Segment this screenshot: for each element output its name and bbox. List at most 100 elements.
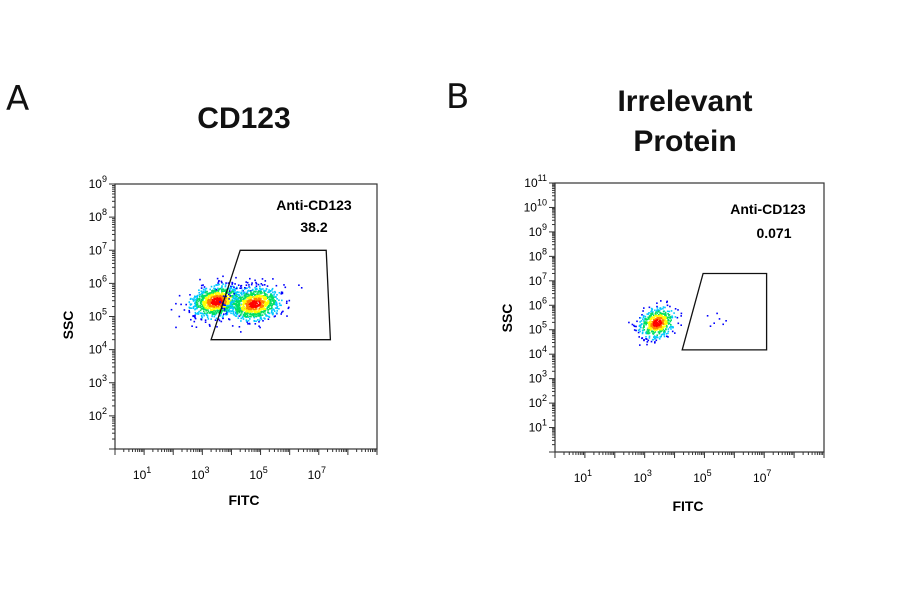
event-dot bbox=[246, 321, 248, 323]
event-dot bbox=[204, 291, 207, 294]
event-dot bbox=[257, 299, 259, 302]
event-dot bbox=[660, 313, 663, 316]
event-dot bbox=[648, 323, 651, 326]
event-dot bbox=[230, 310, 233, 312]
event-dot bbox=[251, 299, 253, 301]
event-dot bbox=[255, 302, 257, 305]
event-dot bbox=[644, 322, 646, 325]
event-dot bbox=[223, 309, 226, 311]
event-dot bbox=[273, 296, 275, 299]
event-dot bbox=[250, 302, 252, 305]
event-dot bbox=[668, 326, 671, 329]
event-dot bbox=[213, 315, 216, 318]
event-dot bbox=[204, 294, 207, 297]
event-dot bbox=[233, 293, 236, 295]
event-dot bbox=[282, 310, 284, 313]
event-dot bbox=[264, 293, 267, 295]
event-dot bbox=[263, 298, 266, 301]
event-dot bbox=[218, 311, 220, 314]
event-dot bbox=[204, 319, 207, 321]
event-dot bbox=[664, 322, 666, 325]
event-dot bbox=[196, 313, 199, 315]
event-dot bbox=[200, 318, 202, 320]
event-dot bbox=[229, 303, 232, 305]
event-dot bbox=[656, 317, 659, 319]
event-dot bbox=[647, 339, 650, 342]
event-dot bbox=[208, 312, 210, 314]
event-dot bbox=[288, 306, 290, 309]
event-dot bbox=[222, 295, 225, 297]
event-dot bbox=[196, 296, 199, 298]
event-dot bbox=[255, 296, 258, 299]
event-dot bbox=[208, 306, 211, 308]
event-dot bbox=[264, 293, 266, 295]
event-dot bbox=[251, 282, 253, 284]
event-dot bbox=[656, 305, 658, 308]
event-dot bbox=[225, 305, 228, 307]
event-dot bbox=[204, 288, 207, 290]
event-dot bbox=[264, 280, 267, 282]
event-dot bbox=[238, 297, 240, 299]
event-dot bbox=[224, 302, 227, 305]
event-dot bbox=[205, 306, 208, 308]
event-dot bbox=[230, 312, 232, 315]
event-dot bbox=[205, 314, 208, 316]
event-dot bbox=[273, 295, 275, 297]
event-dot bbox=[245, 293, 248, 295]
event-dot bbox=[667, 318, 670, 321]
event-dot bbox=[258, 310, 261, 313]
event-dot bbox=[251, 296, 254, 298]
event-dot bbox=[212, 294, 214, 297]
event-dot bbox=[642, 318, 644, 320]
event-dot bbox=[280, 304, 282, 307]
event-dot bbox=[648, 318, 650, 320]
event-dot bbox=[248, 284, 250, 286]
event-dot bbox=[194, 308, 196, 311]
event-dot bbox=[654, 337, 657, 339]
event-dot bbox=[672, 326, 674, 328]
x-tick-label: 105 bbox=[249, 465, 267, 482]
y-tick-label: 107 bbox=[529, 271, 547, 288]
event-dot bbox=[222, 303, 225, 305]
event-dot bbox=[248, 322, 251, 325]
event-dot bbox=[248, 306, 251, 309]
event-dot bbox=[216, 300, 218, 302]
event-dot bbox=[645, 336, 647, 338]
event-dot bbox=[241, 307, 243, 309]
event-dot bbox=[247, 319, 250, 322]
event-dot bbox=[649, 329, 652, 331]
event-dot bbox=[257, 291, 259, 294]
x-tick-label: 101 bbox=[574, 468, 592, 485]
event-dot bbox=[659, 314, 661, 316]
event-dot bbox=[202, 291, 205, 294]
event-dot bbox=[659, 311, 661, 314]
event-dot bbox=[245, 284, 248, 286]
event-dot bbox=[652, 314, 655, 317]
event-dot bbox=[217, 302, 220, 304]
event-dot bbox=[240, 291, 243, 294]
event-dot bbox=[648, 329, 651, 331]
event-dot bbox=[238, 326, 241, 328]
event-dot bbox=[229, 288, 231, 290]
chart-b-events bbox=[628, 300, 727, 346]
event-dot bbox=[214, 297, 217, 299]
event-dot bbox=[259, 306, 262, 308]
event-dot bbox=[215, 311, 217, 314]
event-dot bbox=[646, 343, 648, 346]
event-dot bbox=[677, 309, 679, 311]
event-dot bbox=[252, 315, 255, 318]
event-dot bbox=[662, 328, 664, 331]
event-dot bbox=[655, 311, 657, 313]
y-tick-label: 1011 bbox=[524, 173, 547, 190]
event-dot bbox=[258, 304, 261, 307]
event-dot bbox=[256, 310, 258, 313]
event-dot bbox=[722, 323, 724, 326]
event-dot bbox=[236, 294, 239, 296]
event-dot bbox=[197, 305, 200, 307]
event-dot bbox=[252, 288, 254, 291]
y-tick-label: 104 bbox=[529, 344, 547, 361]
event-dot bbox=[239, 287, 241, 289]
event-dot bbox=[281, 292, 284, 295]
event-dot bbox=[170, 308, 173, 311]
event-dot bbox=[259, 285, 261, 288]
